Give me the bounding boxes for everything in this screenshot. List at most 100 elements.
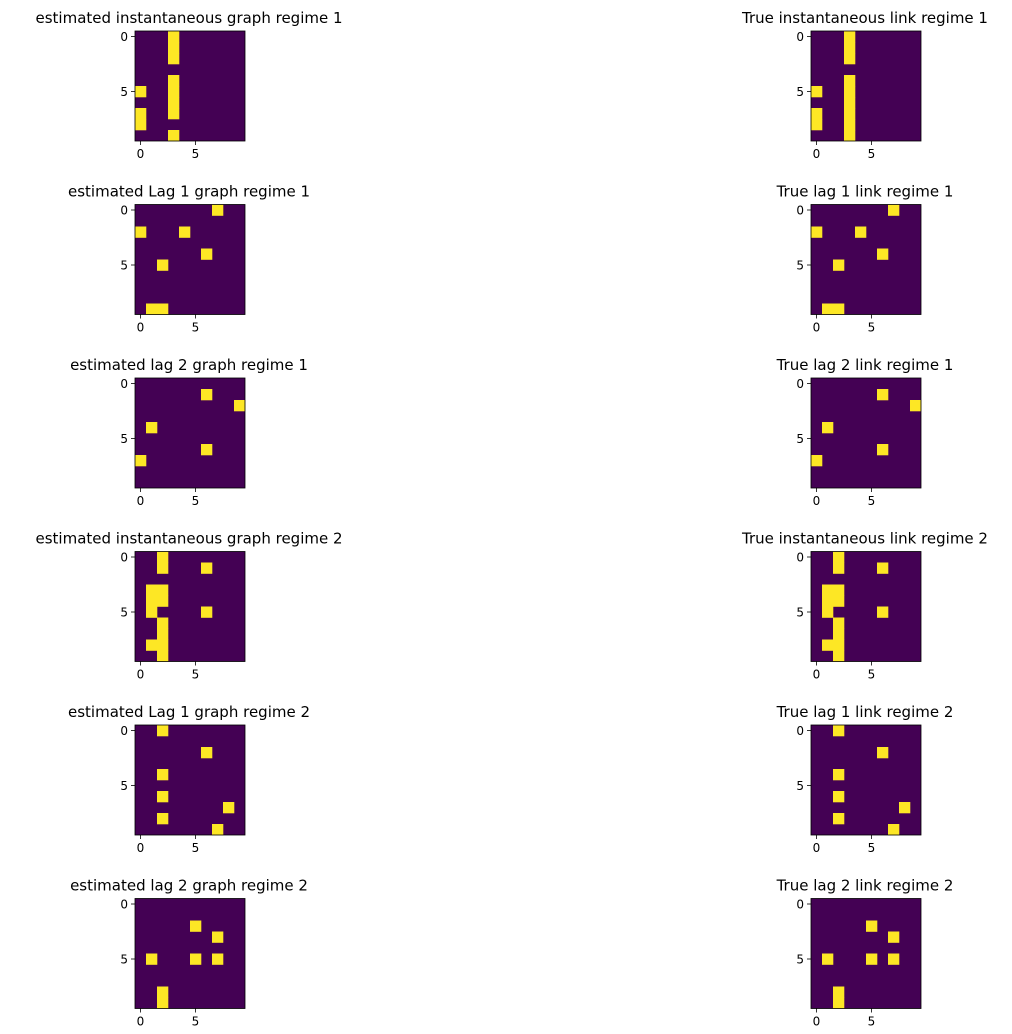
axes-frame — [810, 898, 922, 1009]
x-tick-label: 5 — [868, 494, 876, 508]
heatmap-cell — [157, 584, 169, 596]
heatmap-cell — [146, 584, 158, 596]
heatmap-cell — [157, 562, 169, 574]
heatmap-background — [135, 204, 245, 315]
heatmap-cell — [168, 97, 180, 109]
heatmap-panel: True instantaneous link regime 2 0 5 0 5 — [741, 530, 988, 682]
heatmap-panel: True lag 1 link regime 2 0 5 0 5 — [776, 703, 954, 855]
heatmap-cell — [822, 639, 834, 651]
x-tick-label: 0 — [137, 841, 145, 855]
heatmap-cell — [844, 108, 856, 120]
heatmap-cell — [157, 813, 169, 825]
axes-frame — [134, 724, 246, 836]
y-tick-label: 5 — [120, 85, 128, 99]
heatmap-cell — [899, 802, 911, 814]
y-tick-label: 5 — [796, 432, 804, 446]
heatmap-cell — [844, 86, 856, 98]
heatmap-cell — [833, 725, 845, 737]
x-tick-label: 5 — [192, 321, 200, 335]
y-tick-label: 0 — [120, 551, 128, 565]
chart-title: True instantaneous link regime 2 — [741, 530, 988, 548]
heatmap-cell — [833, 595, 845, 607]
chart-title: True lag 1 link regime 2 — [776, 703, 954, 721]
heatmap-cell — [146, 303, 158, 315]
y-tick-label: 5 — [796, 259, 804, 273]
heatmap-cell — [157, 259, 169, 271]
heatmap-cell — [833, 997, 845, 1009]
heatmap-cell — [223, 802, 235, 814]
y-tick-label: 5 — [796, 85, 804, 99]
heatmap-cell — [877, 389, 889, 401]
x-tick-label: 0 — [813, 321, 821, 335]
heatmap-cell — [157, 551, 169, 563]
x-tick-label: 5 — [868, 1015, 876, 1029]
heatmap-cell — [146, 595, 158, 607]
x-tick-label: 5 — [192, 1015, 200, 1029]
heatmap-cell — [168, 75, 180, 87]
x-tick-label: 5 — [868, 841, 876, 855]
x-tick-label: 0 — [813, 1015, 821, 1029]
heatmap-panel: estimated instantaneous graph regime 1 0 5… — [35, 9, 342, 161]
x-tick-label: 0 — [813, 147, 821, 161]
heatmap-background — [811, 725, 921, 835]
heatmap-cell — [811, 455, 823, 467]
y-tick-label: 0 — [120, 30, 128, 44]
heatmap-cell — [822, 422, 834, 434]
heatmap-cell — [844, 130, 856, 142]
chart-title: True instantaneous link regime 1 — [741, 9, 988, 27]
heatmap-cell — [811, 108, 823, 120]
heatmap-cell — [201, 747, 213, 759]
heatmap-cell — [844, 119, 856, 131]
y-tick-label: 0 — [796, 724, 804, 738]
y-tick-label: 0 — [120, 724, 128, 738]
heatmap-cell — [168, 130, 180, 142]
heatmap-cell — [157, 997, 169, 1009]
heatmap-background — [811, 31, 921, 141]
y-tick-label: 5 — [796, 953, 804, 967]
heatmap-cell — [157, 639, 169, 651]
heatmap-cell — [888, 824, 900, 836]
y-tick-label: 5 — [120, 953, 128, 967]
heatmap-cell — [866, 953, 878, 965]
heatmap-cell — [833, 986, 845, 998]
x-tick-label: 5 — [192, 147, 200, 161]
heatmap-cell — [833, 813, 845, 825]
y-tick-label: 5 — [120, 779, 128, 793]
heatmap-cell — [844, 75, 856, 87]
heatmap-cell — [135, 108, 147, 120]
heatmap-cell — [833, 628, 845, 640]
x-tick-label: 0 — [137, 321, 145, 335]
heatmap-cell — [822, 953, 834, 965]
heatmap-cell — [212, 953, 224, 965]
chart-title: estimated instantaneous graph regime 2 — [35, 530, 342, 548]
heatmap-cell — [179, 226, 191, 238]
heatmap-cell — [146, 606, 158, 618]
heatmap-cell — [855, 226, 867, 238]
heatmap-cell — [201, 562, 213, 574]
heatmap-cell — [844, 97, 856, 109]
heatmap-cell — [168, 31, 180, 43]
chart-title: True lag 2 link regime 1 — [776, 356, 954, 374]
chart-title: estimated lag 2 graph regime 2 — [70, 877, 308, 895]
axes-frame — [134, 898, 246, 1009]
heatmap-cell — [833, 650, 845, 662]
x-tick-label: 0 — [813, 668, 821, 682]
heatmap-cell — [877, 248, 889, 260]
heatmap-cell — [833, 259, 845, 271]
y-tick-label: 0 — [796, 551, 804, 565]
x-tick-label: 0 — [813, 494, 821, 508]
heatmap-cell — [822, 584, 834, 596]
heatmap-cell — [157, 628, 169, 640]
heatmap-cell — [833, 584, 845, 596]
y-tick-label: 0 — [120, 898, 128, 912]
heatmap-cell — [833, 617, 845, 629]
heatmap-background — [811, 204, 921, 315]
heatmap-cell — [844, 42, 856, 54]
heatmap-cell — [811, 119, 823, 131]
heatmap-cell — [866, 920, 878, 932]
y-tick-label: 5 — [120, 259, 128, 273]
heatmap-cell — [157, 303, 169, 315]
heatmap-cell — [234, 400, 246, 412]
